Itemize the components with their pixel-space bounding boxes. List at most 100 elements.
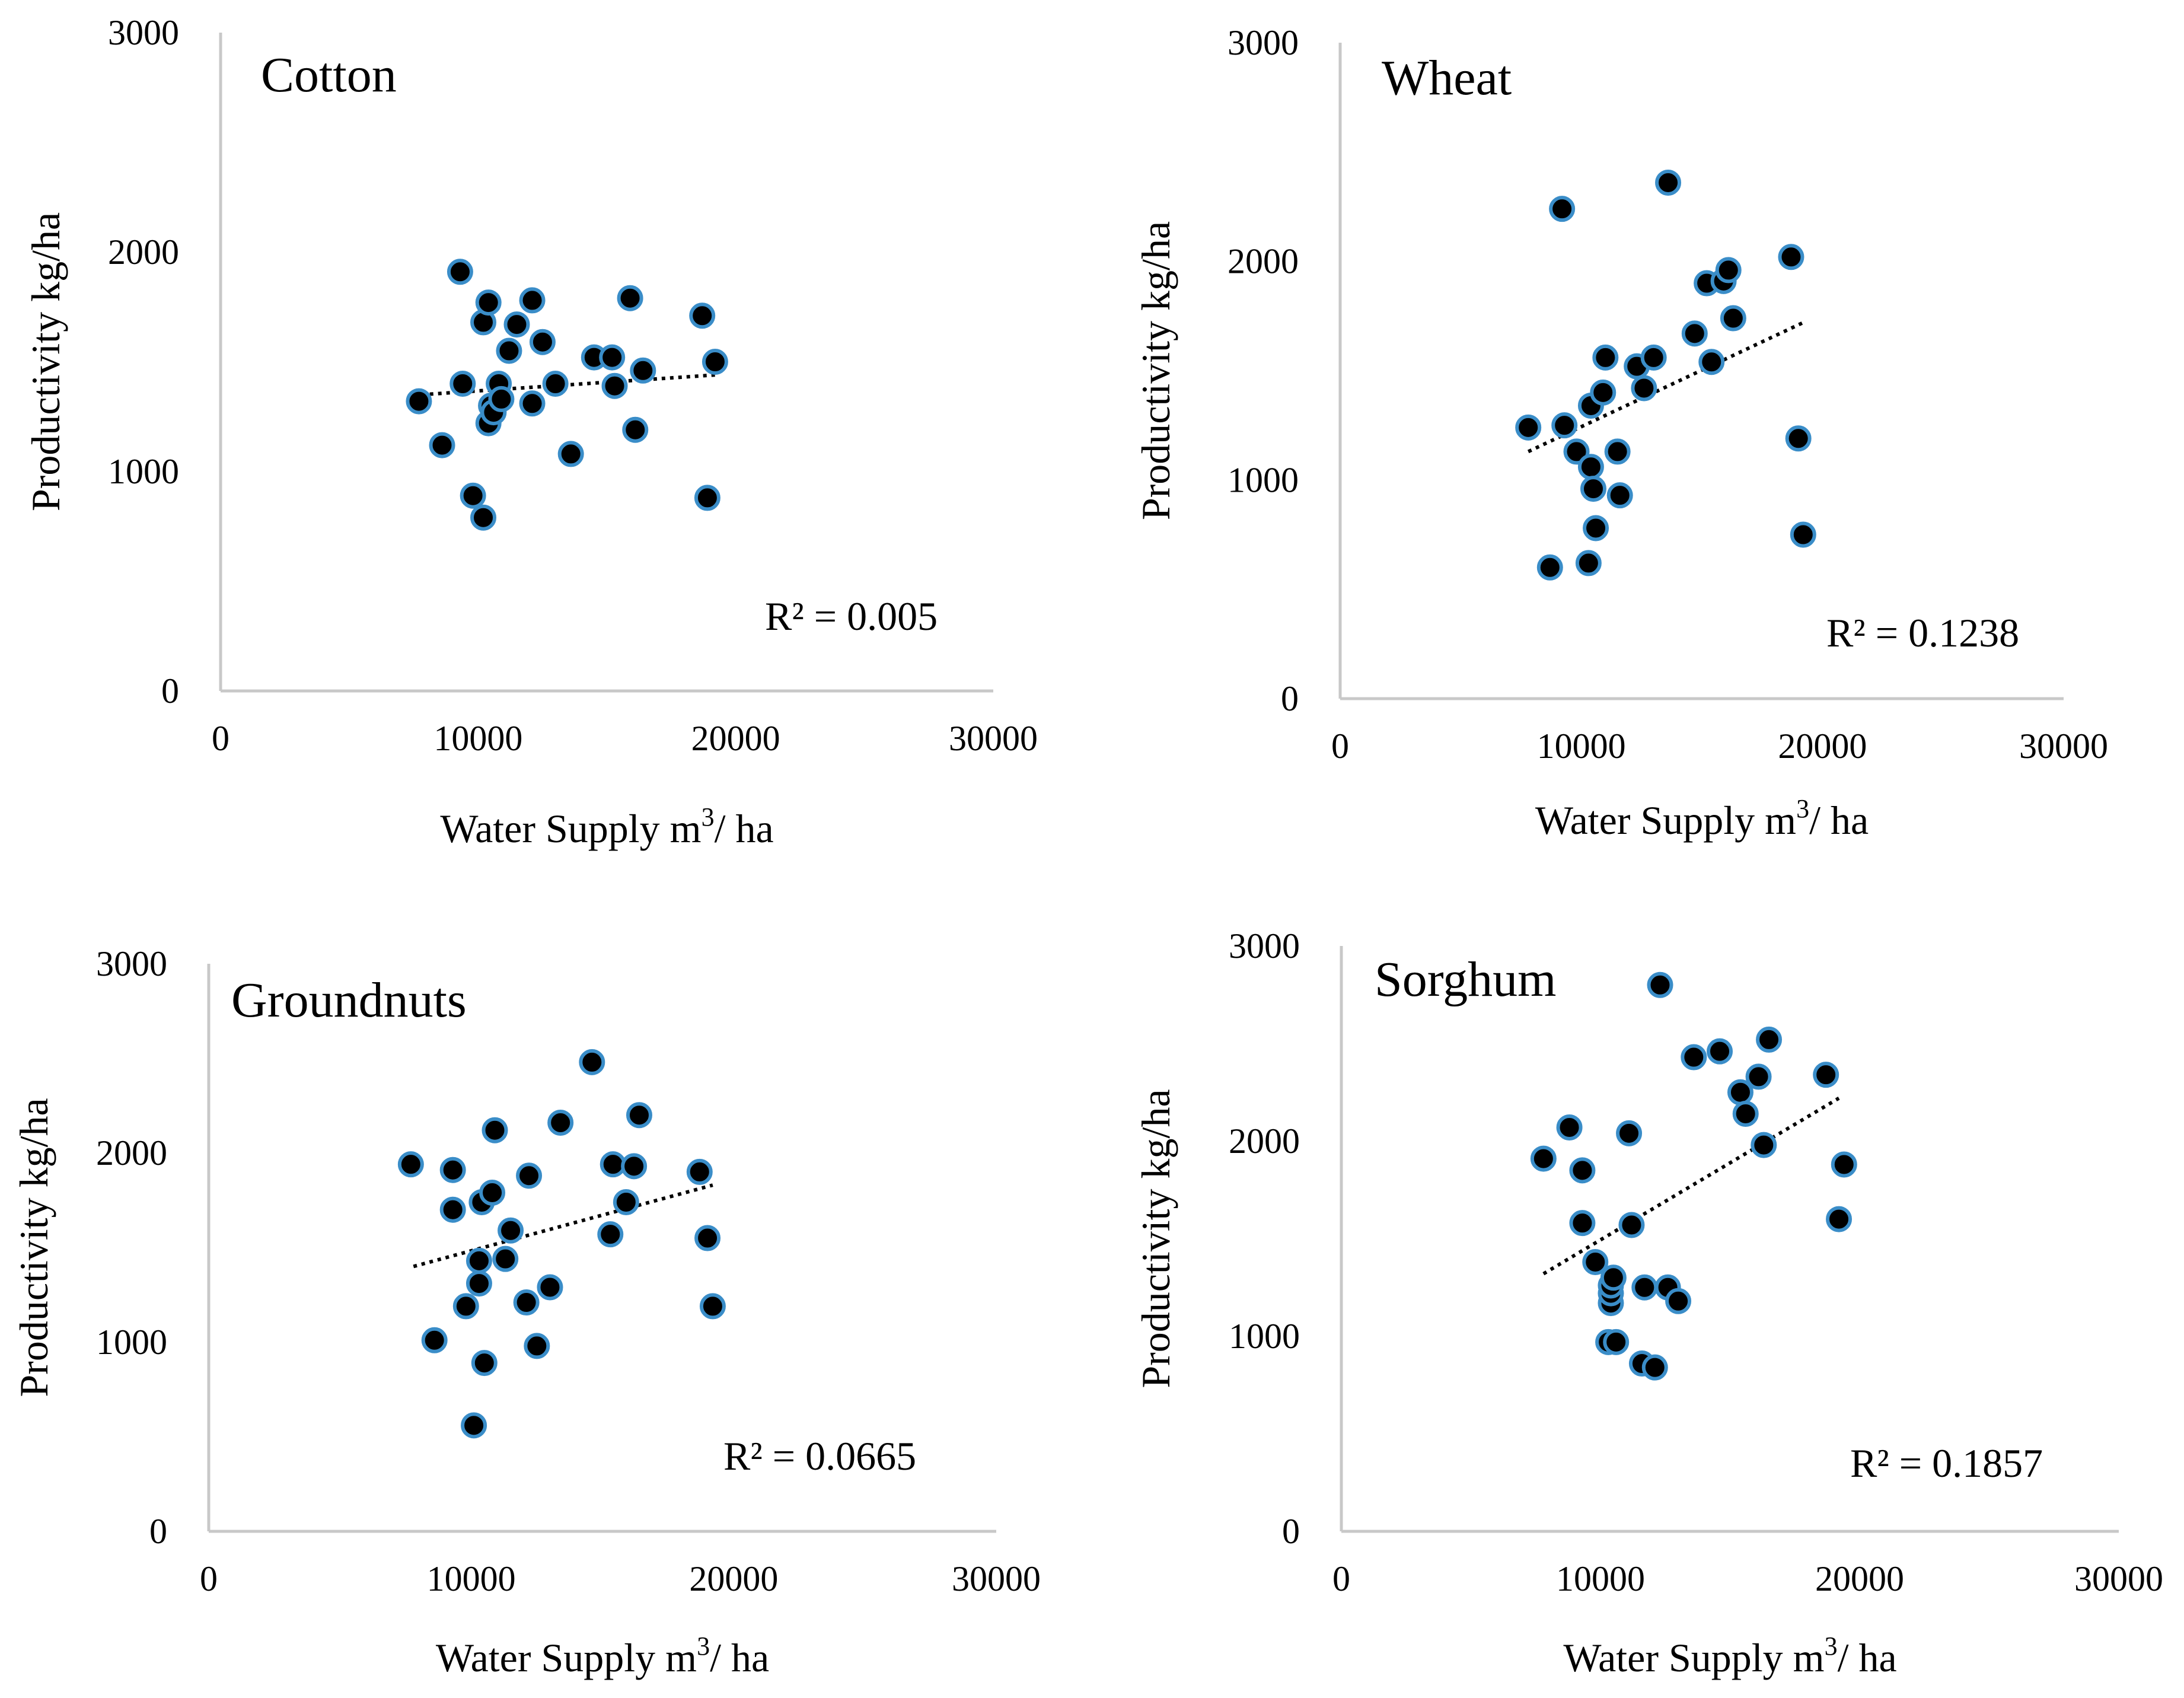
trendline — [413, 1183, 713, 1269]
data-point — [406, 388, 432, 415]
y-tick-label: 3000 — [1229, 926, 1300, 966]
data-point — [529, 329, 556, 355]
data-point — [1707, 1038, 1733, 1065]
data-point — [471, 1350, 498, 1377]
x-tick-label: 20000 — [689, 1559, 778, 1598]
data-point — [542, 371, 569, 397]
data-point — [460, 482, 486, 509]
data-point — [449, 371, 476, 397]
data-point — [1618, 1212, 1645, 1238]
data-point — [537, 1274, 563, 1301]
y-axis-label: Productivity kg/ha — [23, 212, 68, 511]
data-point — [689, 302, 716, 329]
data-point — [1569, 1210, 1596, 1237]
y-axis-label: Productivity kg/ha — [11, 1098, 56, 1397]
y-tick-label: 1000 — [1227, 460, 1299, 499]
data-point — [1655, 169, 1682, 196]
data-point — [461, 1412, 487, 1439]
x-tick-label: 30000 — [2074, 1559, 2163, 1598]
data-point — [1681, 1044, 1707, 1071]
data-point — [1583, 515, 1609, 541]
x-axis-label: Water Supply m3/ ha — [1535, 794, 1869, 843]
y-tick-label: 1000 — [96, 1323, 167, 1362]
data-point — [1616, 1120, 1643, 1146]
data-point — [1631, 1274, 1658, 1301]
x-tick-label: 0 — [1332, 1559, 1350, 1598]
r-squared-label: R² = 0.1857 — [1850, 1441, 2043, 1486]
data-point — [599, 344, 626, 371]
data-point — [1536, 554, 1563, 581]
y-tick-label: 3000 — [108, 13, 179, 52]
y-tick-label: 0 — [1282, 1512, 1300, 1551]
x-tick-label: 10000 — [427, 1559, 516, 1598]
data-point — [1575, 550, 1602, 576]
data-point — [496, 337, 522, 364]
data-point — [466, 1247, 492, 1274]
data-point — [447, 259, 473, 285]
data-point — [1556, 1114, 1583, 1141]
x-tick-label: 20000 — [691, 719, 780, 758]
y-tick-label: 0 — [1281, 679, 1299, 718]
x-tick-label: 0 — [1331, 727, 1349, 766]
data-point — [503, 311, 530, 338]
x-tick-label: 10000 — [1556, 1559, 1645, 1598]
data-point — [1640, 344, 1667, 371]
data-point — [519, 390, 546, 417]
data-point — [466, 1270, 492, 1297]
data-point — [1641, 1354, 1668, 1381]
y-tick-label: 2000 — [108, 232, 179, 272]
y-tick-label: 2000 — [96, 1133, 167, 1173]
data-point — [498, 1217, 524, 1244]
data-point — [626, 1102, 652, 1129]
data-point — [1577, 454, 1604, 480]
y-tick-label: 3000 — [1227, 23, 1299, 62]
data-point — [557, 441, 584, 467]
data-point — [516, 1162, 543, 1189]
data-point — [1826, 1206, 1853, 1232]
r-squared-label: R² = 0.0665 — [723, 1433, 916, 1479]
data-point — [1813, 1062, 1839, 1088]
data-point — [475, 289, 502, 316]
chart-title: Groundnuts — [231, 973, 467, 1028]
data-point — [617, 285, 643, 311]
data-point — [1831, 1151, 1857, 1178]
data-point — [1549, 196, 1576, 222]
data-point — [1665, 1288, 1692, 1314]
data-point — [1647, 971, 1673, 998]
data-point — [613, 1189, 639, 1215]
x-tick-label: 20000 — [1815, 1559, 1904, 1598]
r-squared-label: R² = 0.005 — [765, 594, 938, 639]
data-point — [488, 386, 515, 412]
data-point — [601, 372, 628, 399]
data-point — [694, 485, 720, 511]
data-point — [1698, 349, 1725, 375]
data-point — [1603, 1329, 1630, 1355]
data-point — [1515, 414, 1542, 441]
y-tick-label: 2000 — [1229, 1122, 1300, 1161]
r-squared-label: R² = 0.1238 — [1826, 610, 2019, 655]
data-point — [597, 1221, 624, 1248]
y-tick-label: 0 — [161, 671, 179, 711]
y-axis-label: Productivity kg/ha — [1133, 221, 1178, 520]
data-point — [439, 1157, 466, 1183]
data-point — [1756, 1026, 1783, 1053]
data-point — [1681, 320, 1708, 347]
x-axis-label: Water Supply m3/ ha — [436, 1632, 769, 1680]
data-point — [622, 416, 649, 443]
data-point — [1604, 438, 1631, 465]
data-point — [1790, 521, 1816, 548]
data-point — [1582, 1248, 1609, 1275]
data-point — [1569, 1157, 1596, 1184]
chart-title: Sorghum — [1375, 952, 1557, 1007]
x-tick-label: 10000 — [1537, 727, 1626, 766]
data-point — [694, 1225, 721, 1251]
x-tick-label: 0 — [212, 719, 229, 758]
data-point — [513, 1289, 540, 1316]
data-point — [547, 1109, 574, 1136]
data-point — [1606, 482, 1633, 509]
y-tick-label: 2000 — [1227, 242, 1299, 281]
data-point — [1551, 412, 1578, 439]
